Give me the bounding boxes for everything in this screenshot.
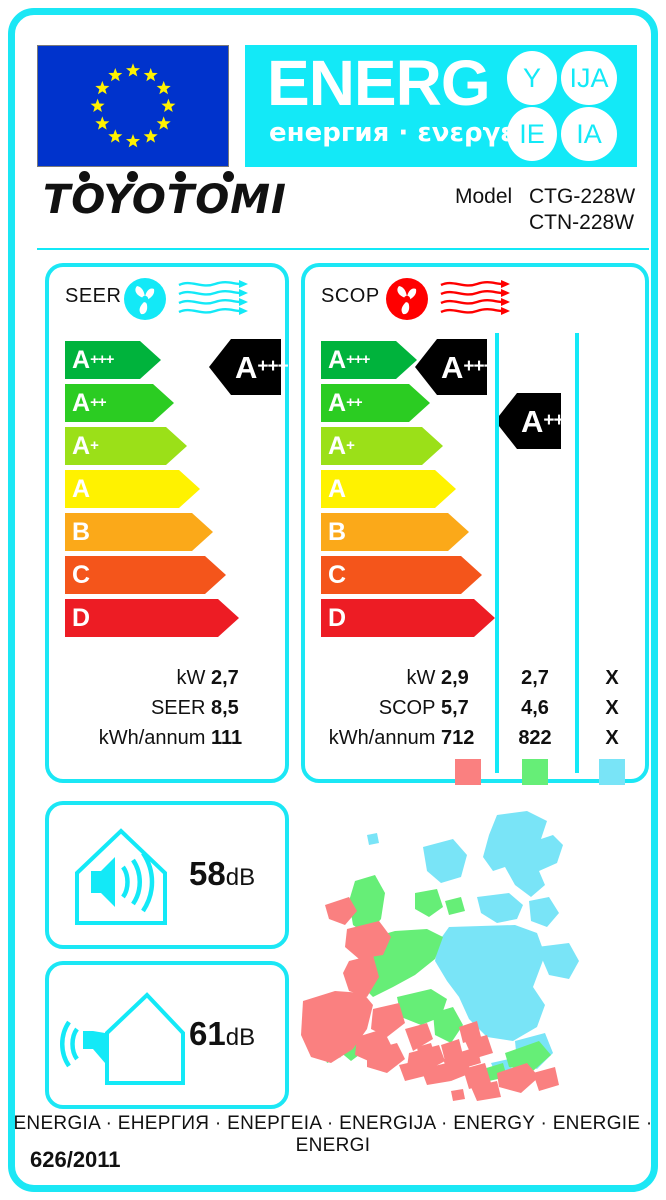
class-bar-label: D (72, 603, 91, 632)
cooling-rating-arrow: A +++ (209, 339, 289, 395)
cooling-row-seer-key: SEER (150, 697, 206, 719)
class-bar-label: B (72, 517, 91, 546)
heating-kwh-warmer: 712 (441, 727, 475, 749)
outdoor-db-number: 61 (189, 1015, 226, 1052)
heating-kwh-colder: X (605, 727, 619, 749)
cooling-row-seer: SEER 8,5 (49, 697, 273, 720)
lang-circle-ija: IJA (561, 51, 617, 105)
class-bar-label: A ++ (328, 388, 363, 417)
class-bar-label: D (328, 603, 347, 632)
class-bar-label: C (328, 560, 347, 589)
heating-panel: SCOP (301, 263, 649, 785)
heating-key-kwh: kWh/annum (328, 727, 436, 749)
column-divider-2 (575, 333, 579, 773)
climate-swatch-warmer (455, 759, 481, 785)
cooling-rating-text: A +++ (235, 349, 289, 385)
class-bar-label: A + (328, 431, 355, 460)
class-bar-label: C (72, 560, 91, 589)
fan-icon-cooling (121, 275, 169, 323)
cooling-mode-label: SEER (65, 285, 122, 307)
indoor-db-unit: dB (225, 864, 256, 891)
heating-rating-arrow-average: A ++ (495, 393, 565, 449)
heating-scop-average: 4,6 (521, 697, 549, 719)
eu-flag (37, 45, 229, 167)
heating-rating-arrow-warmer: A +++ (415, 339, 495, 395)
indoor-noise-box: 58dB (45, 801, 289, 949)
model-value-primary: CTG-228W (529, 185, 636, 208)
heating-row-kwh-key: kWh/annum 712 (305, 727, 491, 750)
lang-circle-ia: IA (561, 107, 617, 161)
europe-climate-map (301, 801, 649, 1109)
footer-languages: ENERGIA · ЕНЕРГИЯ · ΕΝΕΡΓΕΙΑ · ENERGIJA … (13, 1113, 653, 1156)
heating-rating-text-average: A ++ (521, 403, 565, 439)
climate-swatch-colder (599, 759, 625, 785)
lang-circle-y: Y (507, 51, 557, 105)
climate-swatch-average (522, 759, 548, 785)
heating-scop-warmer: 5,7 (441, 697, 469, 719)
heating-row-kw-key: kW 2,9 (305, 667, 491, 690)
cooling-row-kwh-key: kWh/annum (98, 727, 206, 749)
heating-key-scop: SCOP (378, 697, 436, 719)
fan-icon-heating (383, 275, 431, 323)
class-bar-label: A (328, 474, 347, 503)
energ-wordmark: ENERG (267, 47, 491, 119)
outdoor-noise-value: 61dB (189, 1015, 255, 1053)
energ-banner: ENERG енергия · ενεργεια Y IJA IE IA (245, 45, 637, 167)
heating-kw-average: 2,7 (521, 667, 549, 689)
column-divider-1 (495, 333, 499, 773)
class-bar-label: B (328, 517, 347, 546)
cooling-row-kw: kW 2,7 (49, 667, 273, 690)
cooling-row-kwh: kWh/annum 111 (49, 727, 273, 750)
speaker-inside-house-icon (69, 819, 173, 931)
header-divider (37, 248, 649, 250)
heating-key-kw: kW (406, 667, 436, 689)
airflow-icon-cooling (177, 277, 251, 321)
outdoor-noise-box: 61dB (45, 961, 289, 1109)
class-bar-label: A + (72, 431, 99, 460)
speaker-outside-house-icon (59, 979, 187, 1091)
energ-subtitle: енергия · ενεργεια (269, 118, 543, 148)
heating-kw-warmer: 2,9 (441, 667, 469, 689)
heating-kw-colder: X (605, 667, 619, 689)
heating-rating-text-warmer: A +++ (441, 349, 495, 385)
class-bar-label: A +++ (72, 345, 114, 374)
footer-regulation: 626/2011 (30, 1147, 121, 1172)
cooling-panel: SEER (45, 263, 289, 783)
indoor-noise-value: 58dB (189, 855, 255, 893)
model-label: Model (455, 185, 513, 208)
cooling-row-kw-key: kW (176, 667, 206, 689)
airflow-icon-heating (439, 277, 513, 321)
heating-row-scop-key: SCOP 5,7 (305, 697, 491, 720)
label-header: ENERG енергия · ενεργεια Y IJA IE IA TOY… (37, 37, 637, 237)
outdoor-db-unit: dB (225, 1024, 256, 1051)
class-bar-label: A +++ (328, 345, 370, 374)
heating-mode-label: SCOP (321, 285, 380, 307)
brand-dots (47, 171, 247, 185)
heating-scop-colder: X (605, 697, 619, 719)
cooling-row-seer-value: 8,5 (211, 697, 239, 719)
cooling-row-kw-value: 2,7 (211, 667, 239, 689)
cooling-row-kwh-value: 111 (211, 727, 243, 749)
class-bar-label: A (72, 474, 91, 503)
model-values: CTG-228W CTN-228W (529, 184, 635, 236)
indoor-db-number: 58 (189, 855, 226, 892)
brand-logo: TOYOTOMI (43, 177, 287, 223)
lang-circle-ie: IE (507, 107, 557, 161)
model-value-secondary: CTN-228W (529, 211, 635, 234)
energy-label-frame: ENERG енергия · ενεργεια Y IJA IE IA TOY… (8, 8, 658, 1192)
class-bar-label: A ++ (72, 388, 107, 417)
heating-kwh-average: 822 (518, 727, 552, 749)
